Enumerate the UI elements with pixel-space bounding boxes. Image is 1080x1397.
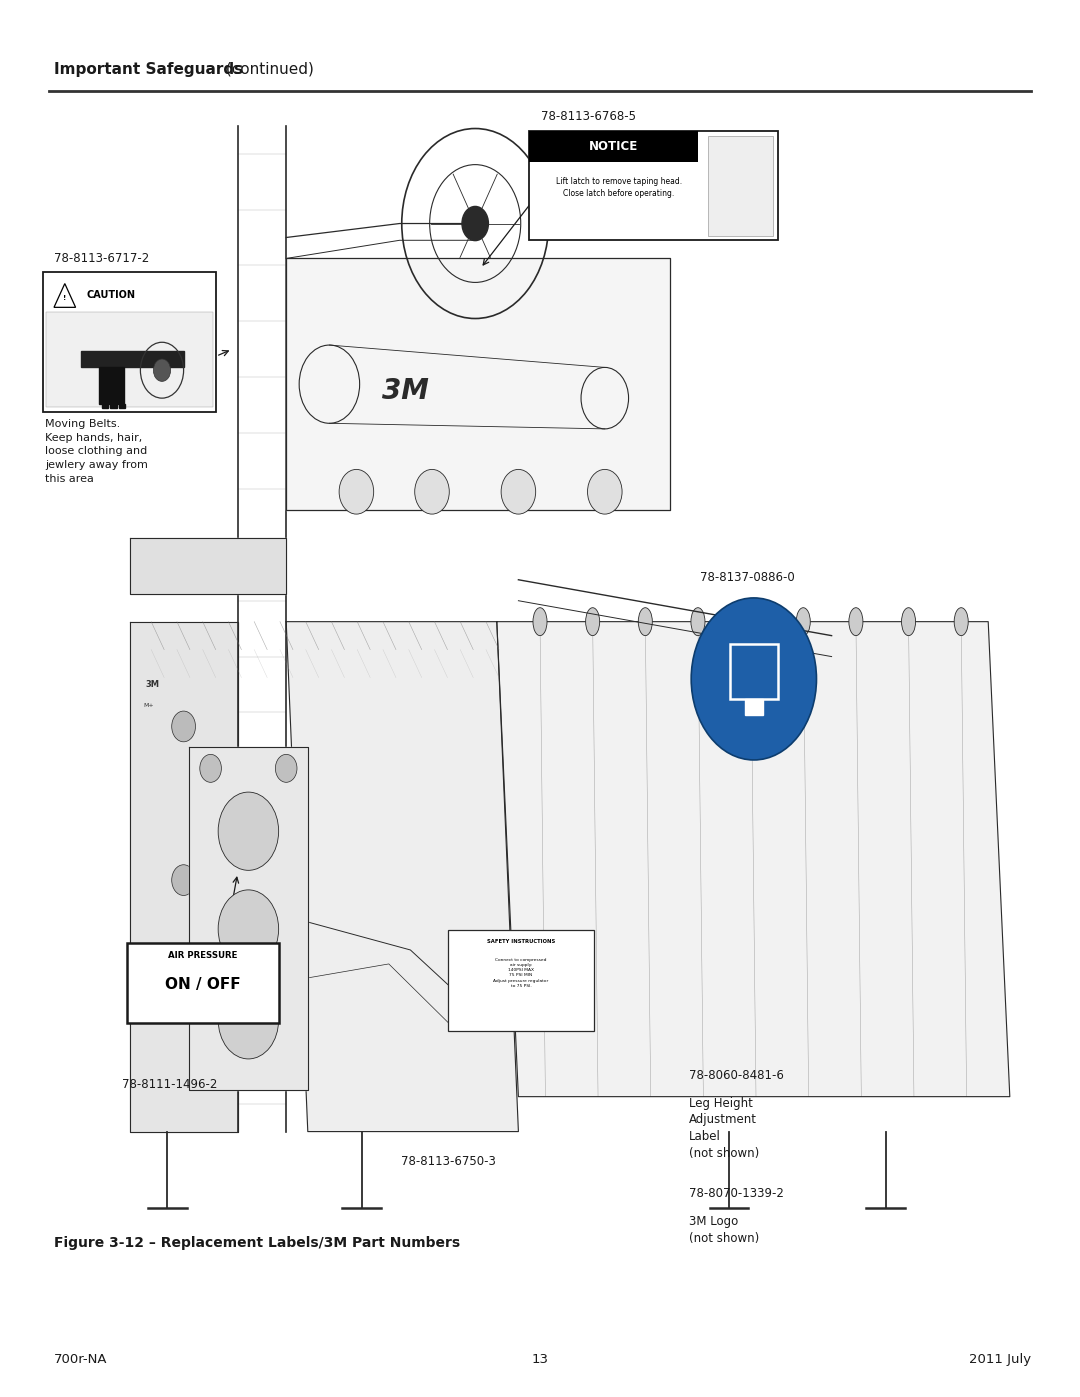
- Text: 78-8113-6717-2: 78-8113-6717-2: [54, 253, 149, 265]
- Text: AIR PRESSURE: AIR PRESSURE: [168, 951, 238, 960]
- Polygon shape: [286, 622, 518, 1132]
- Polygon shape: [81, 351, 184, 367]
- Polygon shape: [99, 367, 124, 404]
- Text: 78-8113-6750-3: 78-8113-6750-3: [401, 1155, 496, 1168]
- Text: ON / OFF: ON / OFF: [165, 977, 241, 992]
- Ellipse shape: [796, 608, 810, 636]
- Ellipse shape: [849, 608, 863, 636]
- Text: 78-8070-1339-2: 78-8070-1339-2: [689, 1187, 784, 1200]
- Text: 78-8060-8481-6: 78-8060-8481-6: [689, 1069, 784, 1081]
- Circle shape: [588, 469, 622, 514]
- Polygon shape: [102, 404, 108, 408]
- FancyBboxPatch shape: [708, 136, 772, 236]
- Text: Leg Height
Adjustment
Label
(not shown): Leg Height Adjustment Label (not shown): [689, 1097, 759, 1160]
- Text: Connect to compressed
air supply:
140PSI MAX
75 PSI MIN
Adjust pressure regulato: Connect to compressed air supply: 140PSI…: [494, 958, 549, 988]
- Text: Lift latch to remove taping head.
Close latch before operating.: Lift latch to remove taping head. Close …: [555, 177, 681, 198]
- Text: Important Safeguards: Important Safeguards: [54, 61, 243, 77]
- Polygon shape: [130, 538, 286, 594]
- Ellipse shape: [638, 608, 652, 636]
- FancyBboxPatch shape: [127, 943, 279, 1023]
- Ellipse shape: [691, 608, 705, 636]
- Circle shape: [218, 981, 279, 1059]
- Circle shape: [218, 792, 279, 870]
- Text: 2011 July: 2011 July: [969, 1354, 1031, 1366]
- Text: Moving Belts.
Keep hands, hair,
loose clothing and
jewlery away from
this area: Moving Belts. Keep hands, hair, loose cl…: [45, 419, 148, 483]
- Circle shape: [462, 207, 488, 240]
- Text: 78-8113-6768-5: 78-8113-6768-5: [541, 110, 636, 123]
- Polygon shape: [286, 258, 670, 510]
- Text: 3M Logo
(not shown): 3M Logo (not shown): [689, 1215, 759, 1245]
- Circle shape: [218, 890, 279, 968]
- FancyBboxPatch shape: [46, 312, 213, 407]
- Ellipse shape: [534, 608, 546, 636]
- Polygon shape: [130, 622, 238, 1132]
- Text: 3M: 3M: [146, 680, 160, 689]
- Text: NOTICE: NOTICE: [589, 140, 638, 154]
- Text: 78-8137-0886-0: 78-8137-0886-0: [700, 571, 795, 584]
- Text: CAUTION: CAUTION: [86, 289, 135, 300]
- Circle shape: [153, 359, 171, 381]
- Circle shape: [415, 469, 449, 514]
- FancyBboxPatch shape: [448, 930, 594, 1031]
- Circle shape: [172, 865, 195, 895]
- Polygon shape: [189, 747, 308, 1090]
- Polygon shape: [497, 622, 1010, 1097]
- Text: 3M: 3M: [381, 377, 429, 405]
- Text: 78-8111-1496-2: 78-8111-1496-2: [122, 1078, 217, 1091]
- Polygon shape: [110, 404, 117, 408]
- FancyBboxPatch shape: [529, 131, 698, 162]
- Ellipse shape: [585, 608, 599, 636]
- Circle shape: [501, 469, 536, 514]
- Polygon shape: [119, 404, 125, 408]
- Text: SAFETY INSTRUCTIONS: SAFETY INSTRUCTIONS: [487, 939, 555, 944]
- Circle shape: [200, 754, 221, 782]
- Ellipse shape: [902, 608, 916, 636]
- Circle shape: [172, 711, 195, 742]
- FancyBboxPatch shape: [529, 131, 778, 240]
- Circle shape: [339, 469, 374, 514]
- Polygon shape: [745, 698, 762, 715]
- Ellipse shape: [955, 608, 969, 636]
- FancyBboxPatch shape: [43, 272, 216, 412]
- Circle shape: [275, 754, 297, 782]
- Circle shape: [691, 598, 816, 760]
- Text: Figure 3-12 – Replacement Labels/3M Part Numbers: Figure 3-12 – Replacement Labels/3M Part…: [54, 1236, 460, 1250]
- Text: M+: M+: [144, 703, 154, 708]
- Text: !: !: [63, 295, 67, 300]
- Text: (continued): (continued): [221, 61, 314, 77]
- Text: 13: 13: [531, 1354, 549, 1366]
- Text: 700r-NA: 700r-NA: [54, 1354, 108, 1366]
- Ellipse shape: [744, 608, 758, 636]
